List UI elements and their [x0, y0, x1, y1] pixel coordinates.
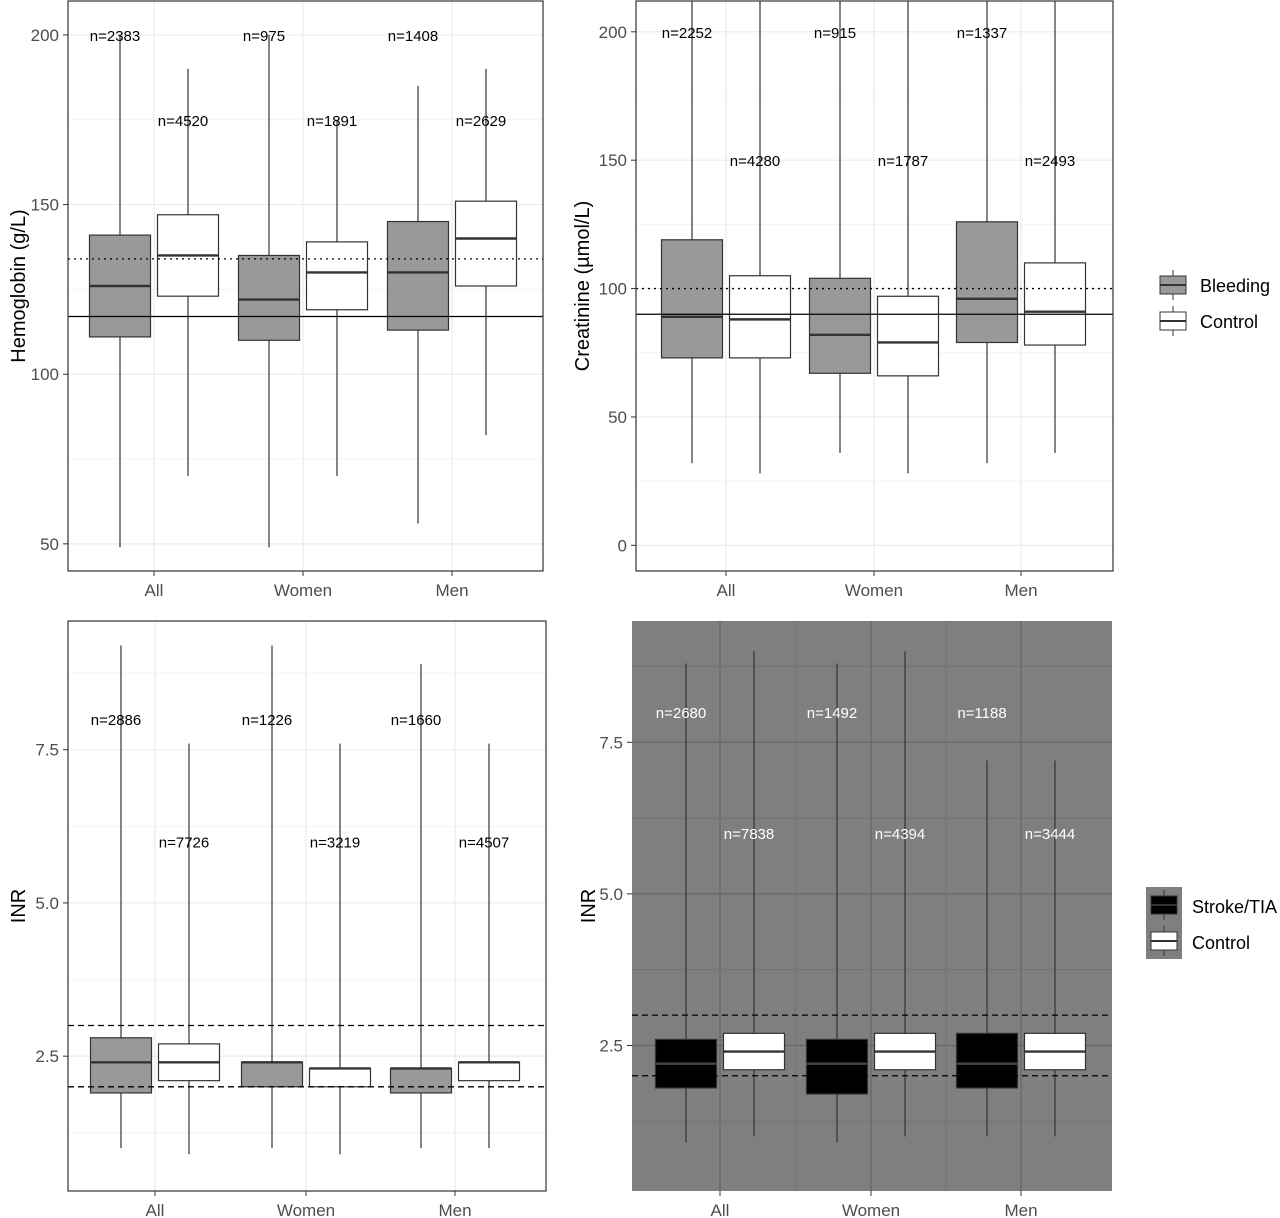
box — [808, 277, 872, 374]
n-label: n=4280 — [730, 153, 780, 170]
n-label: n=915 — [814, 25, 856, 42]
n-label: n=4394 — [875, 826, 925, 843]
box — [389, 1067, 453, 1094]
panel-border — [67, 0, 544, 572]
box — [457, 1061, 521, 1082]
box — [955, 1032, 1019, 1089]
x-tick-label: Men — [1004, 1201, 1037, 1218]
legend-label-stroke: Stroke/TIA — [1192, 897, 1277, 917]
y-tick-label: 5.0 — [35, 894, 59, 913]
box — [308, 1067, 372, 1088]
inr-bleeding-panel: n=2886 n=1226 n=1660 n=7726 n=3219 n=4507 2.5 5… — [8, 620, 547, 1218]
n-label: n=2252 — [662, 25, 712, 42]
x-tick-label: All — [717, 581, 736, 600]
legend-label-control-bottom: Control — [1192, 933, 1250, 953]
n-label: n=3219 — [310, 835, 360, 852]
panel-border — [67, 620, 547, 1192]
box — [237, 254, 301, 341]
box — [240, 1061, 304, 1088]
n-label: n=1226 — [242, 712, 292, 729]
y-tick-label: 200 — [599, 23, 627, 42]
n-label: n=1188 — [957, 705, 1006, 722]
y-tick-label: 2.5 — [599, 1036, 623, 1055]
n-label: n=7838 — [724, 826, 774, 843]
y-tick-label: 200 — [31, 26, 59, 45]
box — [454, 200, 518, 287]
y-tick-label: 50 — [608, 408, 627, 427]
x-tick-label: Women — [277, 1201, 335, 1218]
legend-entry-stroke: Stroke/TIA — [1150, 890, 1277, 920]
n-label: n=4507 — [459, 835, 509, 852]
y-axis-title: INR — [8, 889, 30, 923]
box — [386, 220, 450, 331]
n-label: n=2680 — [656, 705, 706, 722]
n-label: n=1787 — [878, 153, 928, 170]
legend-label-control: Control — [1200, 312, 1258, 332]
n-label: n=1337 — [957, 25, 1007, 42]
plot-background — [632, 621, 1112, 1191]
n-label: n=975 — [243, 28, 285, 45]
n-label: n=1660 — [391, 712, 441, 729]
y-axis-title: Hemoglobin (g/L) — [8, 209, 30, 362]
n-label: n=1891 — [307, 113, 357, 130]
box — [728, 275, 792, 359]
x-tick-label: Women — [845, 581, 903, 600]
x-tick-label: Men — [1004, 581, 1037, 600]
hemoglobin-panel: n=2383 n=975 n=1408 n=4520 n=1891 n=2629 50 100… — [8, 0, 544, 600]
box — [955, 221, 1019, 344]
legend-stroke-control: Stroke/TIA Control — [1146, 887, 1277, 959]
n-label: n=2493 — [1025, 153, 1075, 170]
n-label: n=2629 — [456, 113, 506, 130]
box — [1023, 262, 1087, 346]
inr-stroke-panel: n=2680 n=1492 n=1188 n=7838 n=4394 n=3444 2.5 5… — [578, 621, 1112, 1218]
y-tick-label: 0 — [618, 536, 627, 555]
legend-entry-control: Control — [1159, 306, 1258, 336]
y-tick-label: 150 — [599, 151, 627, 170]
legend-label-bleeding: Bleeding — [1200, 276, 1270, 296]
x-tick-label: Women — [842, 1201, 900, 1218]
x-tick-label: All — [145, 581, 164, 600]
y-tick-label: 50 — [40, 535, 59, 554]
box — [89, 1037, 153, 1094]
box — [305, 241, 369, 311]
n-label: n=4520 — [158, 113, 208, 130]
box — [876, 295, 940, 377]
x-tick-label: Men — [435, 581, 468, 600]
legend-entry-bleeding: Bleeding — [1159, 270, 1270, 300]
n-label: n=3444 — [1025, 826, 1075, 843]
x-tick-label: All — [711, 1201, 730, 1218]
y-axis-title: Creatinine (µmol/L) — [572, 201, 594, 371]
y-tick-label: 100 — [599, 280, 627, 299]
x-tick-label: Men — [438, 1201, 471, 1218]
y-tick-label: 150 — [31, 196, 59, 215]
n-label: n=1492 — [807, 705, 857, 722]
y-tick-label: 7.5 — [599, 733, 623, 752]
y-tick-label: 100 — [31, 365, 59, 384]
box — [805, 1038, 869, 1095]
n-label: n=7726 — [159, 835, 209, 852]
n-label: n=2383 — [90, 28, 140, 45]
y-axis-title: INR — [578, 889, 600, 923]
y-tick-label: 5.0 — [599, 885, 623, 904]
x-tick-label: Women — [274, 581, 332, 600]
n-label: n=2886 — [91, 712, 141, 729]
legend-bleeding-control: Bleeding Control — [1159, 270, 1270, 336]
n-label: n=1408 — [388, 28, 438, 45]
y-tick-label: 7.5 — [35, 741, 59, 760]
y-tick-label: 2.5 — [35, 1047, 59, 1066]
box — [660, 239, 724, 359]
plot-background — [68, 621, 546, 1191]
x-tick-label: All — [146, 1201, 165, 1218]
creatinine-panel: n=2252 n=915 n=1337 n=4280 n=1787 n=2493 0 50 10… — [572, 0, 1114, 600]
legend-entry-control-bottom: Control — [1150, 926, 1250, 956]
